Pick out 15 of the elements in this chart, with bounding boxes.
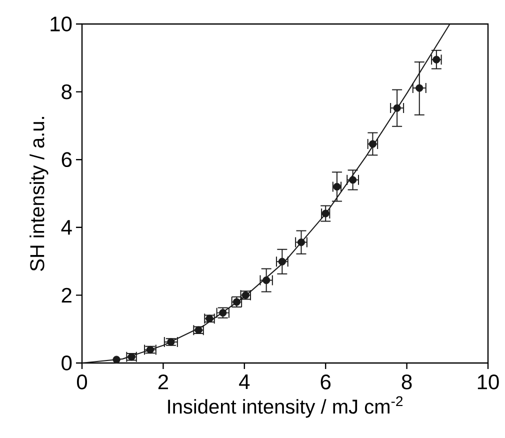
y-axis-title: SH intensity / a.u. — [30, 116, 48, 271]
y-tick-label: 4 — [61, 220, 72, 235]
y-tick-label: 6 — [62, 152, 72, 168]
x-tick-label: 4 — [239, 374, 250, 389]
x-tick-label: 2 — [158, 374, 168, 390]
x-tick-label: 6 — [320, 374, 331, 390]
x-tick-label: 8 — [402, 374, 412, 390]
x-tick-label: 10 — [478, 374, 499, 390]
x-tick-label: 0 — [76, 374, 88, 390]
y-tick-label: 2 — [62, 288, 72, 303]
x-axis-title: Insident intensity / mJ cm$^{-2}$ — [168, 396, 403, 418]
y-tick-label: 8 — [62, 84, 72, 100]
line-series — [81, 23, 450, 364]
y-tick-label: 10 — [50, 16, 72, 32]
y-tick-label: 0 — [62, 356, 72, 370]
